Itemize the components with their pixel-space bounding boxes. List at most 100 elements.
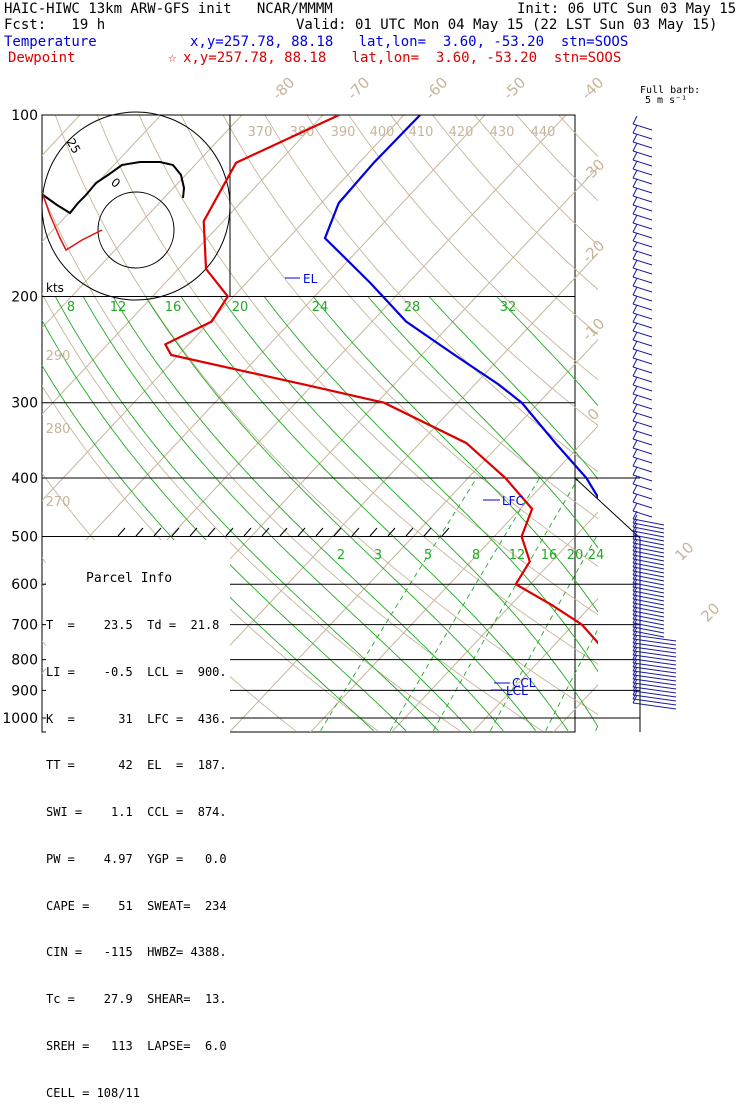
dry-adiabat	[223, 115, 740, 731]
wind-barb-flag	[633, 359, 637, 367]
pressure-tick-label: 300	[11, 396, 38, 412]
mixing-ratio-label: 8	[472, 548, 480, 563]
freezing-level-hatch	[370, 528, 377, 536]
wind-barb-flag	[633, 170, 637, 178]
wind-barb-flag	[633, 377, 637, 385]
wind-barb-flag	[633, 494, 637, 502]
dry-adiabat	[349, 115, 740, 731]
mixing-ratio-line	[725, 478, 740, 731]
lcl-label: LCL	[506, 684, 528, 698]
wind-barb-flag	[633, 161, 637, 169]
mixing-ratio-label: 24	[588, 548, 605, 563]
theta-label: 410	[409, 125, 434, 140]
wind-barb-flag	[633, 368, 637, 376]
dewpoint-location: x,y=257.78, 88.18 lat,lon= 3.60, -53.20 …	[183, 50, 621, 66]
mixing-ratio-label: 8	[67, 300, 75, 315]
wind-barb-flag	[633, 143, 637, 151]
wind-barb-flag	[633, 224, 637, 232]
wind-barb-flag	[633, 503, 637, 511]
wind-barb-flag	[633, 413, 637, 421]
wind-barb-flag	[633, 125, 637, 133]
parcel-row: TT = 42 EL = 187.	[46, 758, 230, 774]
pressure-tick-label: 400	[11, 471, 38, 487]
freezing-level-hatch	[244, 528, 251, 536]
wind-barb-flag	[633, 269, 637, 277]
wind-barb-flag	[633, 206, 637, 214]
freezing-level-hatch	[208, 528, 215, 536]
moist-adiabat	[181, 297, 568, 731]
mixing-ratio-label: 28	[404, 300, 421, 315]
forecast-hour: Fcst: 19 h	[4, 17, 105, 33]
parcel-row: LI = -0.5 LCL = 900.	[46, 665, 230, 681]
moist-adiabat	[313, 297, 665, 731]
model-title: HAIC-HIWC 13km ARW-GFS init NCAR/MMMM	[4, 1, 333, 17]
hodograph-inner-ring	[98, 192, 174, 268]
parcel-row: SWI = 1.1 CCL = 874.	[46, 805, 230, 821]
isotherm-line	[710, 115, 740, 738]
hodograph-ring-label: 0	[108, 175, 123, 191]
wind-barb-flag	[633, 458, 637, 466]
pressure-tick-label: 100	[11, 108, 38, 124]
wind-barb-flag	[633, 386, 637, 394]
wind-barb-flag	[633, 242, 637, 250]
isotherm-tick-label: 20	[697, 599, 723, 625]
plot-outline-step	[575, 478, 640, 732]
isotherm-tick-label: -70	[343, 73, 373, 103]
isotherm-tick-label: -10	[578, 314, 608, 344]
theta-label: 430	[490, 125, 515, 140]
parcel-row: T = 23.5 Td = 21.8	[46, 618, 230, 634]
wind-barb-flag	[633, 323, 637, 331]
wind-barb-flag	[633, 251, 637, 259]
moist-adiabat	[220, 297, 600, 731]
parcel-info-title: Parcel Info	[86, 571, 230, 587]
parcel-row: Tc = 27.9 SHEAR= 13.	[46, 992, 230, 1008]
wind-barb-flag	[633, 440, 637, 448]
dewpoint-legend: Dewpoint	[8, 50, 75, 66]
wind-barb-flag	[633, 511, 637, 519]
wind-barb-flag	[633, 233, 637, 241]
wind-barb-flag	[633, 449, 637, 457]
theta-label: 420	[449, 125, 474, 140]
isotherm-tick-label: -80	[268, 73, 298, 103]
wind-barb-flag	[633, 278, 637, 286]
parcel-row: CAPE = 51 SWEAT= 234	[46, 899, 230, 915]
freezing-level-hatch	[118, 528, 125, 536]
moist-adiabat	[497, 297, 740, 731]
temperature-legend: Temperature	[4, 34, 97, 50]
dewpoint-profile-line	[165, 115, 656, 705]
freezing-level-hatch	[154, 528, 161, 536]
theta-label: 270	[46, 495, 71, 510]
wind-barb-flag	[633, 134, 637, 142]
isotherm-line	[467, 115, 740, 738]
freezing-level-hatch	[316, 528, 323, 536]
dry-adiabat	[726, 115, 740, 731]
wind-barb-flag	[633, 152, 637, 160]
theta-label: 290	[46, 349, 71, 364]
freezing-level-hatch	[172, 528, 179, 536]
isotherm-line	[386, 115, 740, 738]
wind-barb-flag	[633, 296, 637, 304]
freezing-level-hatch	[424, 528, 431, 536]
wind-barb-flag	[633, 260, 637, 268]
init-time: Init: 06 UTC Sun 03 May 15	[517, 1, 736, 17]
wind-barb-flag	[633, 395, 637, 403]
theta-label: 400	[370, 125, 395, 140]
wind-barb-flag	[633, 215, 637, 223]
pressure-tick-label: 800	[11, 653, 38, 669]
mixing-ratio-label: 5	[424, 548, 432, 563]
isotherm-tick-label: 10	[671, 538, 697, 564]
wind-barb-flag	[633, 404, 637, 412]
wind-barb-flag	[633, 188, 637, 196]
theta-label: 280	[46, 422, 71, 437]
wind-barb-flag	[633, 350, 637, 358]
isotherm-tick-label: 0	[584, 405, 603, 424]
wind-barb-flag	[633, 179, 637, 187]
mixing-ratio-label: 24	[312, 300, 329, 315]
wind-barb-flag	[633, 287, 637, 295]
mixing-ratio-label: 16	[165, 300, 182, 315]
dry-adiabat	[475, 115, 740, 731]
pressure-tick-label: 600	[11, 577, 38, 593]
parcel-info-panel: Parcel Info T = 23.5 Td = 21.8 LI = -0.5…	[46, 540, 230, 1117]
moist-adiabat	[429, 297, 730, 731]
freezing-level-hatch	[334, 528, 341, 536]
